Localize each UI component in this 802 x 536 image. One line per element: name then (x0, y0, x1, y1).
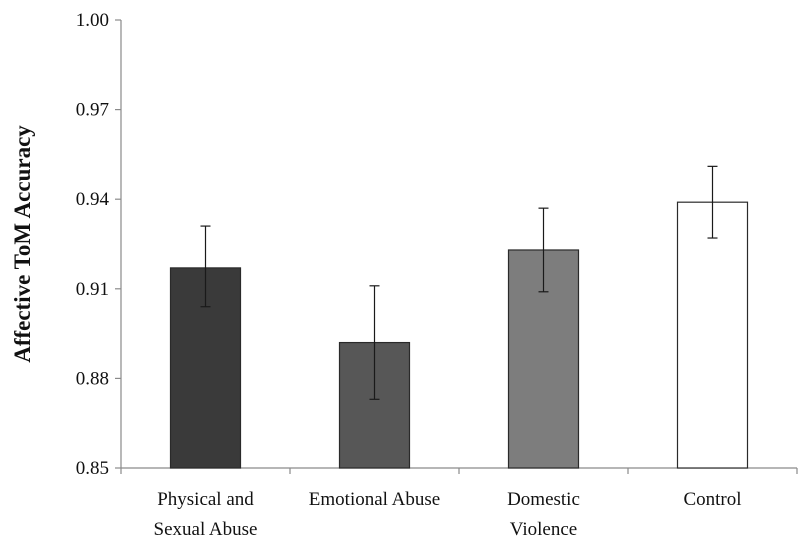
category-label: Domestic Violence (507, 489, 580, 536)
y-tick-label: 0.91 (76, 279, 109, 300)
category-label-line: Physical and (157, 489, 254, 510)
category-labels: Physical and Sexual Abuse Emotional Abuse D… (154, 489, 742, 536)
error-bar (369, 285, 380, 400)
category-label: Physical and Sexual Abuse (154, 489, 258, 536)
y-tick-label: 1.00 (76, 10, 109, 31)
bar (676, 201, 749, 469)
error-bar (200, 225, 211, 308)
y-axis-label: Affective ToM Accuracy (10, 125, 35, 363)
bars (169, 201, 749, 469)
y-tick-label: 0.97 (76, 100, 109, 121)
error-bar (538, 207, 549, 293)
error-bar (707, 165, 718, 239)
x-axis (120, 467, 798, 474)
category-label-line: Emotional Abuse (309, 489, 440, 510)
category-label-line: Domestic (507, 489, 580, 510)
category-label: Control (683, 489, 741, 510)
y-tick-label: 0.88 (76, 368, 109, 389)
category-label: Emotional Abuse (309, 489, 440, 510)
category-label-line: Control (683, 489, 741, 510)
category-label-line: Violence (510, 519, 577, 536)
y-axis: 0.85 0.88 0.91 0.94 0.97 1.00 (76, 10, 122, 479)
y-tick-label: 0.85 (76, 458, 109, 479)
y-tick-label: 0.94 (76, 189, 110, 210)
error-bars (200, 165, 718, 400)
category-label-line: Sexual Abuse (154, 519, 258, 536)
